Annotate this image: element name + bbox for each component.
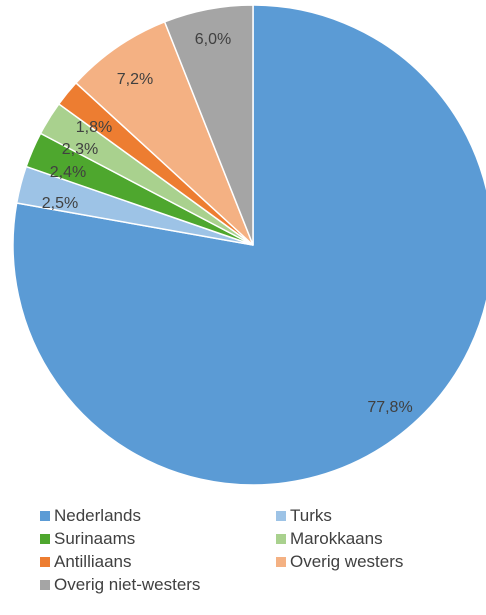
legend-label: Nederlands	[54, 506, 141, 525]
data-label-overig-westers: 7,2%	[117, 71, 153, 88]
data-label-antilliaans: 1,8%	[76, 119, 112, 136]
data-label-turks: 2,5%	[42, 195, 78, 212]
legend-swatch	[40, 511, 50, 521]
legend-item-turks: Turks	[276, 506, 332, 526]
pie-slices	[12, 4, 486, 486]
legend-item-surinaams: Surinaams	[40, 529, 135, 549]
data-label-nederlands: 77,8%	[367, 399, 412, 416]
legend-label: Surinaams	[54, 529, 136, 548]
data-label-marokkaans: 2,3%	[62, 141, 98, 158]
legend-item-nederlands: Nederlands	[40, 506, 141, 526]
legend-swatch	[276, 534, 286, 544]
legend-item-overig-niet-westers: Overig niet-westers	[40, 575, 200, 595]
pie-slice-overig-westers	[74, 20, 254, 246]
data-label-surinaams: 2,4%	[50, 164, 86, 181]
legend-swatch	[40, 557, 50, 567]
pie-chart: 77,8% 2,5% 2,4% 2,3% 1,8% 7,2% 6,0%	[12, 4, 486, 486]
pie-slice-overig-niet-westers	[163, 4, 254, 246]
legend-label: Marokkaans	[290, 529, 383, 548]
pie-data-labels: 77,8% 2,5% 2,4% 2,3% 1,8% 7,2% 6,0%	[42, 31, 413, 416]
legend-item-overig-westers: Overig westers	[276, 552, 403, 572]
legend-label: Overig westers	[290, 552, 404, 571]
data-label-overig-niet-westers: 6,0%	[195, 31, 231, 48]
legend-swatch	[276, 511, 286, 521]
legend-item-marokkaans: Marokkaans	[276, 529, 383, 549]
legend-label: Antilliaans	[54, 552, 132, 571]
legend-label: Overig niet-westers	[54, 575, 201, 594]
legend-item-antilliaans: Antilliaans	[40, 552, 132, 572]
legend-swatch	[40, 580, 50, 590]
legend-swatch	[40, 534, 50, 544]
legend-swatch	[276, 557, 286, 567]
legend-label: Turks	[290, 506, 332, 525]
